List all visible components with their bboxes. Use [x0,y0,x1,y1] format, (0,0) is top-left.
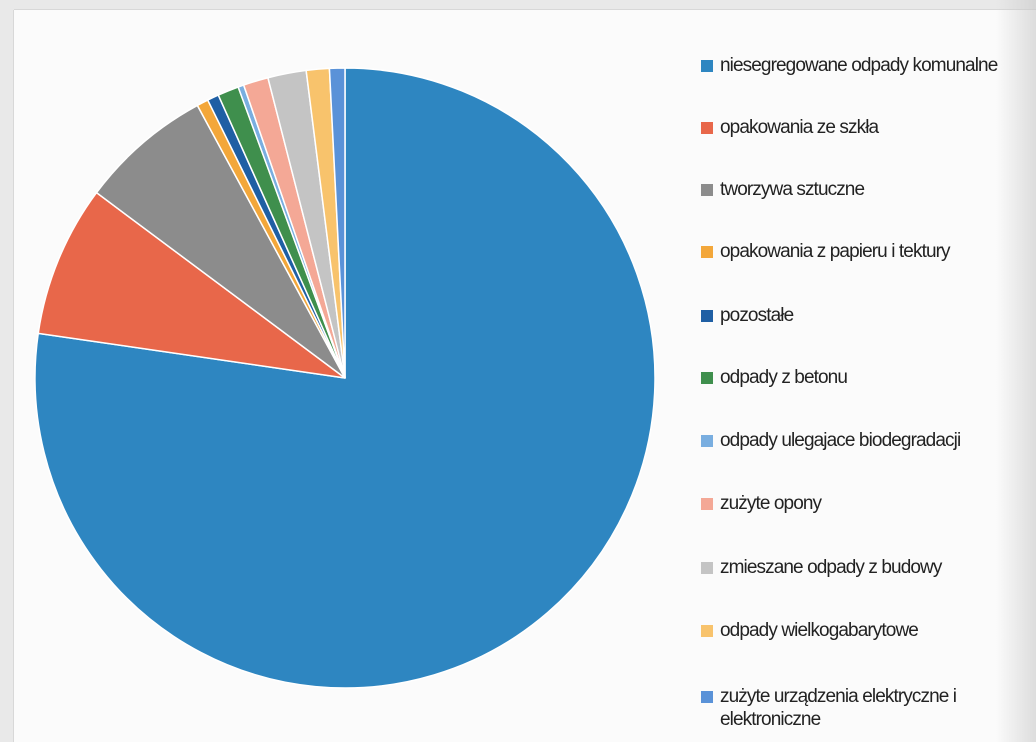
legend-item-opony: zużyte opony [701,492,1010,515]
legend-swatch [701,562,713,574]
legend-label: zużyte opony [720,493,822,514]
legend-label: opakowania z papieru i tektury [720,241,951,262]
legend-swatch [701,60,713,72]
legend-swatch [701,498,713,510]
legend-swatch [701,122,713,134]
pie-slice [37,191,346,379]
pie-slice [328,67,346,379]
legend-swatch [701,691,713,703]
legend-swatch [701,625,713,637]
legend-label: odpady ulegajace biodegradacji [720,430,961,451]
legend-label: zużyte urządzenia elektryczne i elektron… [720,686,957,730]
legend-swatch [701,372,713,384]
page-edge-shadow [996,0,1036,742]
legend-swatch [701,184,713,196]
legend-label: tworzywa sztuczne [720,179,865,200]
legend-item-budowa: zmieszane odpady z budowy [701,556,1010,579]
legend-swatch [701,310,713,322]
legend-label: opakowania ze szkła [720,117,879,138]
legend-item-beton: odpady z betonu [701,366,1010,389]
pie-slice [95,104,346,379]
pie-slice [34,67,656,689]
legend-item-elektroniczne: zużyte urządzenia elektryczne i elektron… [701,685,980,731]
legend-item-niesegregowane: niesegregowane odpady komunalne [701,54,1010,77]
legend-item-tworzywa: tworzywa sztuczne [701,178,1010,201]
legend-item-papier: opakowania z papieru i tektury [701,240,1010,263]
legend-item-biodegradacja: odpady ulegajace biodegradacji [701,429,1010,452]
legend-item-szklo: opakowania ze szkła [701,116,1010,139]
legend-swatch [701,246,713,258]
legend-label: odpady z betonu [720,367,848,388]
legend-label: niesegregowane odpady komunalne [720,55,998,76]
legend-swatch [701,435,713,447]
legend-item-pozostale: pozostałe [701,304,1010,327]
legend-label: odpady wielkogabarytowe [720,620,919,641]
legend-label: zmieszane odpady z budowy [720,557,942,578]
legend-item-wielkogabarytowe: odpady wielkogabarytowe [701,619,1010,642]
legend-label: pozostałe [720,305,794,326]
